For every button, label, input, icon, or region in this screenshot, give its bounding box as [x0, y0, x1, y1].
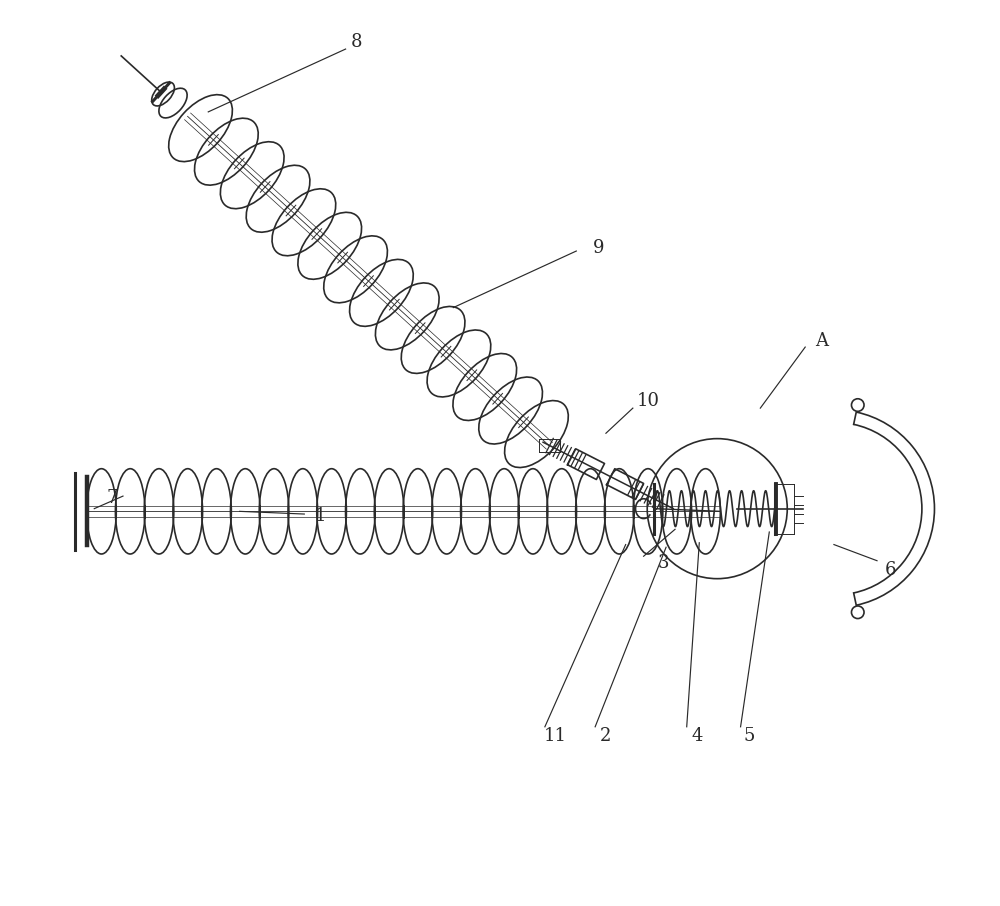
Text: 11: 11 [544, 727, 567, 745]
Text: A: A [815, 332, 828, 350]
Text: 7: 7 [107, 489, 118, 506]
Text: 5: 5 [744, 727, 755, 745]
Text: 10: 10 [637, 392, 660, 410]
Text: 4: 4 [692, 727, 703, 745]
Text: 1: 1 [315, 506, 326, 525]
Text: 3: 3 [658, 554, 669, 572]
Text: 2: 2 [600, 727, 612, 745]
Text: 6: 6 [885, 561, 896, 579]
Text: 8: 8 [351, 33, 362, 51]
Text: 9: 9 [593, 239, 604, 257]
